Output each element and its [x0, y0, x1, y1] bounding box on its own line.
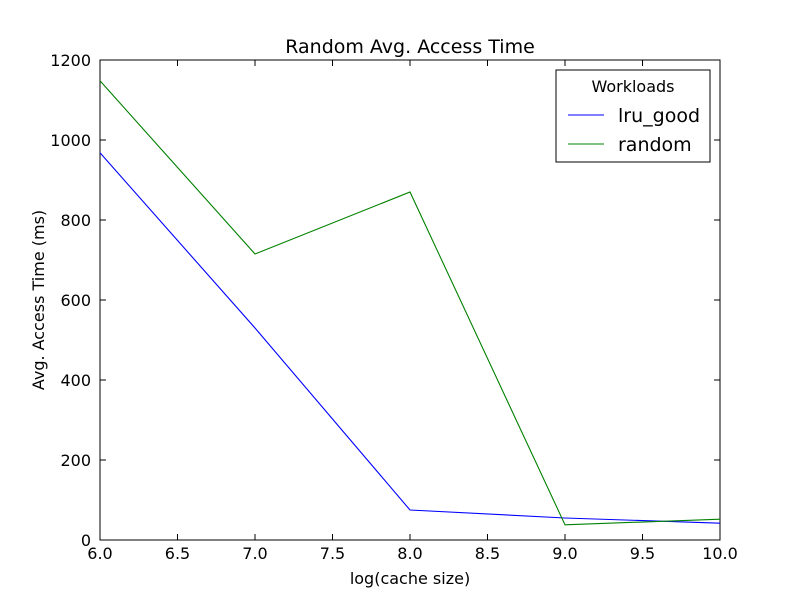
y-axis-label: Avg. Access Time (ms) [29, 210, 48, 390]
chart-title: Random Avg. Access Time [285, 36, 535, 58]
y-tick-label: 400 [60, 371, 91, 390]
x-tick-label: 9.5 [630, 544, 655, 563]
y-tick-label: 1200 [50, 51, 91, 70]
y-tick-label: 1000 [50, 131, 91, 150]
legend-label-random: random [618, 134, 692, 156]
plot-area: 6.0 6.5 7.0 7.5 8.0 8.5 9.0 9.5 10.0 0 200 400 600 80… [50, 51, 738, 563]
y-tick-label: 0 [81, 531, 91, 550]
y-tick-label: 800 [60, 211, 91, 230]
x-tick-label: 10.0 [702, 544, 738, 563]
x-tick-label: 8.0 [397, 544, 422, 563]
x-axis-label: log(cache size) [350, 569, 470, 588]
series-line-random [99, 80, 721, 526]
legend-box [555, 69, 711, 163]
x-tick-label: 9.0 [552, 544, 577, 563]
x-tick-label: 6.0 [87, 544, 112, 563]
x-tick-label: 8.5 [475, 544, 500, 563]
legend-label-lru-good: lru_good [618, 105, 700, 127]
x-tick-label: 7.5 [320, 544, 345, 563]
legend-title: Workloads [591, 77, 674, 96]
y-tick-label: 600 [60, 291, 91, 310]
y-tick-label: 200 [60, 451, 91, 470]
x-tick-label: 7.0 [242, 544, 267, 563]
series-line-lru-good [99, 152, 721, 524]
x-tick-label: 6.5 [165, 544, 190, 563]
